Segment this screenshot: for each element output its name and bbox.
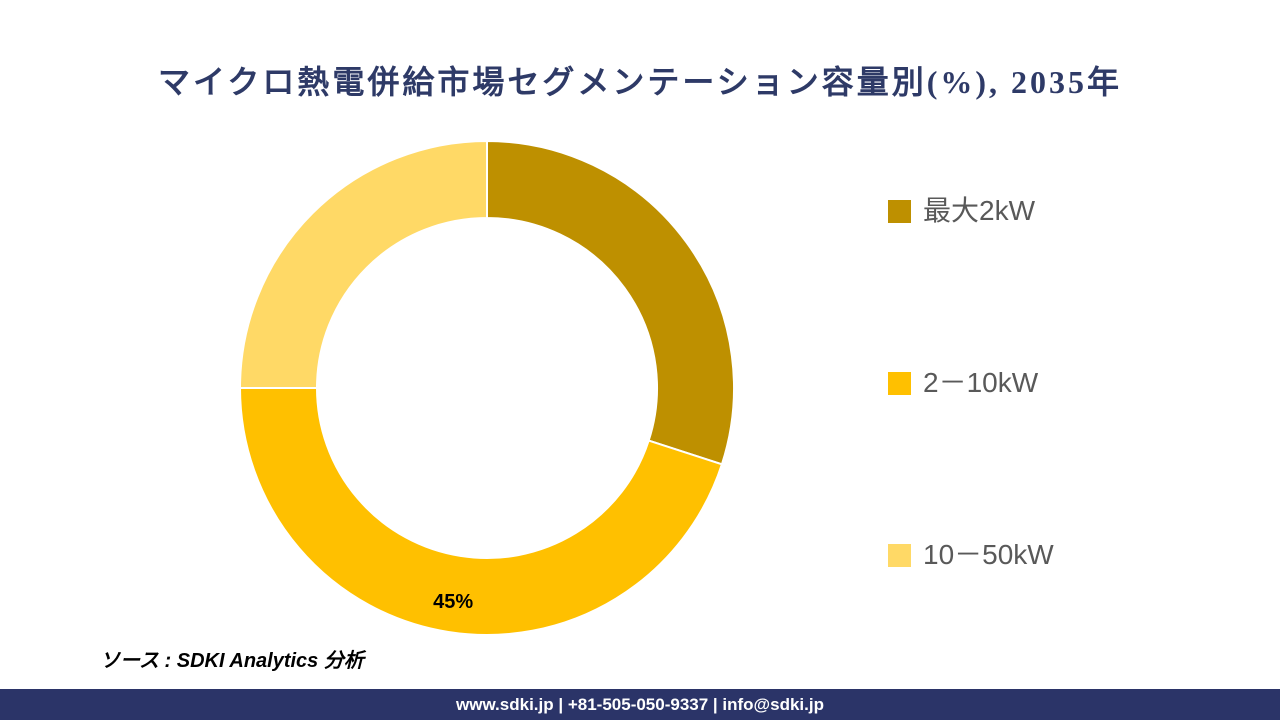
donut-data-label: 45%	[433, 591, 473, 613]
footer-bar: www.sdki.jp | +81-505-050-9337 | info@sd…	[0, 689, 1280, 720]
chart-legend: 最大2kW 2－10kW 10－50kW	[888, 192, 1054, 574]
donut-chart-svg: 45%	[239, 140, 735, 636]
legend-item-0: 最大2kW	[888, 192, 1054, 230]
legend-item-2: 10－50kW	[888, 536, 1054, 574]
legend-swatch-icon	[888, 543, 911, 567]
legend-label: 2－10kW	[923, 367, 1039, 398]
source-note: ソース : SDKI Analytics 分析	[100, 650, 364, 672]
legend-swatch-icon	[888, 199, 911, 223]
donut-slice-2	[239, 140, 488, 389]
page-title: マイクロ熱電併給市場セグメンテーション容量別(%), 2035年	[157, 64, 1123, 100]
donut-chart: 45%	[237, 138, 737, 638]
legend-label: 10－50kW	[923, 539, 1054, 570]
legend-swatch-icon	[888, 371, 911, 395]
footer-contact-text: www.sdki.jp | +81-505-050-9337 | info@sd…	[456, 694, 824, 714]
donut-slice-1	[239, 387, 723, 636]
legend-item-1: 2－10kW	[888, 364, 1054, 402]
legend-label: 最大2kW	[923, 195, 1036, 226]
donut-slice-0	[486, 140, 735, 466]
